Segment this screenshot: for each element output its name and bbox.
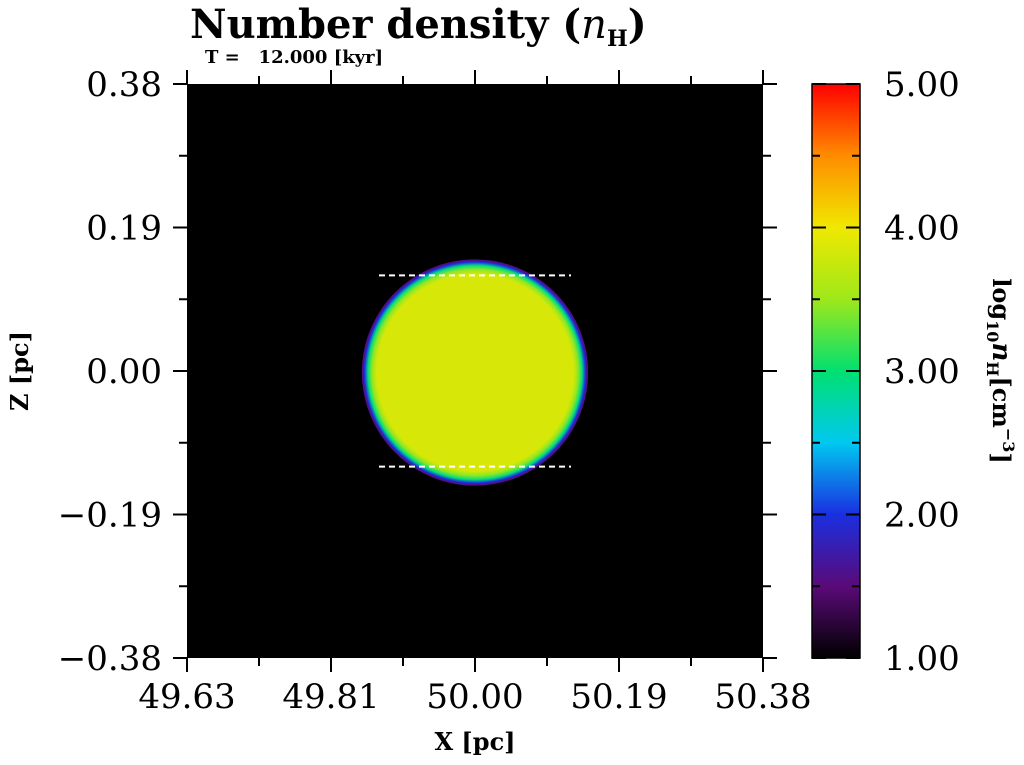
y-tick-label: −0.19 [58,496,162,536]
x-tick-label: 49.81 [282,677,379,717]
x-tick-label: 49.63 [138,677,235,717]
cloud-density-region [361,259,589,486]
colorbar-tick-label: 5.00 [884,65,960,105]
y-tick-label: 0.38 [86,65,162,105]
y-tick-label: 0.00 [86,352,162,392]
colorbar-tick-label: 1.00 [884,639,960,679]
colorbar-tick-label: 3.00 [884,352,960,392]
chart-title: Number density (nH) [190,1,647,52]
colorbar-label: log10nH[cm−3] [983,278,1018,463]
x-tick-label: 50.00 [426,677,523,717]
x-tick-label: 50.19 [570,677,667,717]
y-tick-label: 0.19 [86,209,162,249]
y-tick-label: −0.38 [58,639,162,679]
colorbar-tick-label: 4.00 [884,209,960,249]
time-subtitle: T = 12.000 [kyr] [205,47,383,68]
colorbar-tick-label: 2.00 [884,496,960,536]
x-axis-label: X [pc] [434,727,515,756]
x-tick-label: 50.38 [714,677,811,717]
y-axis-label: Z [pc] [5,331,34,411]
colorbar-frame [811,83,861,659]
